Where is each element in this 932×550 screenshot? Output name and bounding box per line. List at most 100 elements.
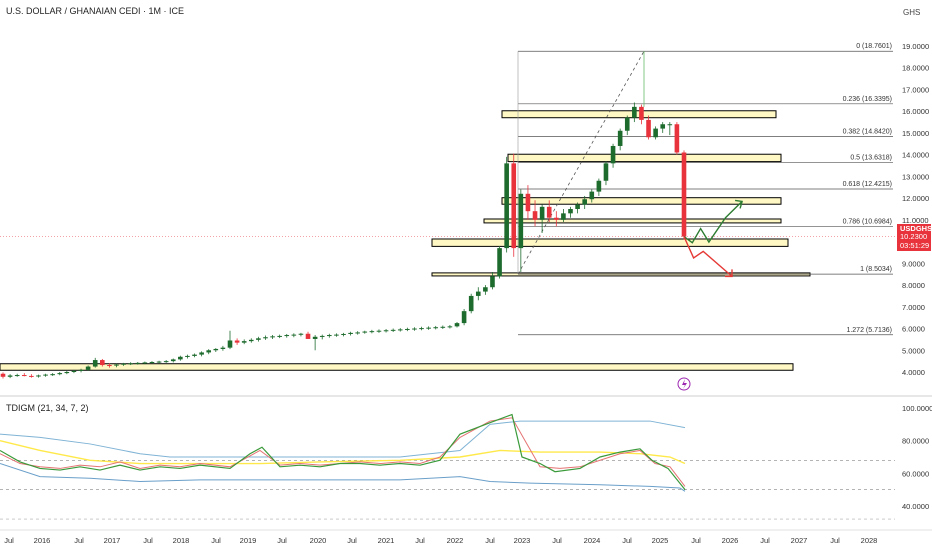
candle-body [511,163,517,249]
candle-body [348,332,353,334]
time-axis-tick: 2021 [378,536,395,545]
price-axis-tick: 13.0000 [902,172,929,181]
candle-body [312,336,318,339]
price-axis-tick: 19.0000 [902,42,929,51]
candle-body [461,311,467,324]
time-axis-tick: Jul [415,536,425,545]
candle-body [440,326,446,328]
candle-body [227,340,233,348]
bullish-projection-arrow [683,200,743,244]
candle-body [50,374,55,376]
price-countdown: 03:51:29 [900,241,930,250]
time-axis-tick: Jul [211,536,221,545]
candle-body [0,373,6,377]
time-axis-tick: 2019 [240,536,257,545]
candle-body [71,370,77,372]
indicator-title: TDIGM (21, 34, 7, 2) [6,403,89,413]
time-axis-tick: 2024 [584,536,601,545]
candle-body [135,362,141,364]
candle-body [14,375,20,377]
price-tag-price: 10.2300 03:51:29 [897,232,931,251]
price-axis-tick: 18.0000 [902,64,929,73]
support-resistance-zone [483,218,782,224]
candle-body [178,356,183,360]
bearish-arrow-head [725,269,733,278]
candle-body [454,323,460,327]
time-axis-tick: Jul [485,536,495,545]
support-resistance-zone [507,153,782,163]
candle-body [596,180,602,192]
candle-body [433,327,439,329]
candle-body [504,163,509,249]
time-axis-tick: Jul [4,536,14,545]
time-axis-tick: 2018 [173,536,190,545]
support-resistance-zone [501,110,777,119]
candle-body [121,363,126,365]
candle-body [397,329,403,331]
candle-body [554,217,559,220]
price-axis-tick: 11.0000 [902,216,929,225]
price-axis-tick: 4.0000 [902,368,925,377]
candle-body [305,333,311,339]
signal-line-yellow [0,439,686,465]
candle-body [653,128,658,138]
time-axis-tick: 2028 [861,536,878,545]
time-axis-tick: 2023 [514,536,531,545]
price-axis-tick: 5.0000 [902,346,925,355]
fib-level-label: 0.236 (16.3395) [843,96,892,103]
candle-body [277,335,282,337]
candle-body [170,359,176,362]
time-axis-tick: Jul [691,536,701,545]
candle-body [419,328,424,330]
candle-body [291,334,297,336]
time-axis-tick: 2026 [722,536,739,545]
time-axis-tick: Jul [760,536,770,545]
candle-body [241,341,247,343]
price-axis-tick: 8.0000 [902,281,925,290]
candle-body [518,193,524,249]
fib-level-label: 0.786 (10.6984) [843,218,892,225]
candle-body [412,328,417,330]
candle-body [284,335,290,337]
candle-body [475,291,481,296]
price-axis-tick: 12.0000 [902,194,929,203]
candle-body [603,163,609,181]
candle-body [85,366,91,370]
candle-body [234,340,240,343]
price-value: 10.2300 [900,232,928,241]
lightning-bolt-icon [682,379,687,389]
candle-body [405,328,410,330]
candle-body [667,124,673,126]
candle-body [256,338,261,340]
candle-body [390,329,396,331]
symbol-title: U.S. DOLLAR / GHANAIAN CEDI · 1M · ICE [6,6,185,16]
time-axis-tick: Jul [277,536,287,545]
candle-body [29,375,34,377]
candle-body [206,350,212,353]
candle-body [319,335,325,337]
fib-level-label: 0.382 (14.8420) [843,128,892,135]
support-resistance-zone [501,197,782,205]
fib-level-label: 0 (18.7601) [856,43,892,50]
candle-body [483,287,488,292]
price-axis-tick: 16.0000 [902,107,929,116]
price-axis-tick: 17.0000 [902,85,929,94]
candle-body [582,199,587,205]
time-axis-tick: Jul [143,536,153,545]
candle-body [369,331,375,333]
candle-body [334,334,339,336]
rsi-line [0,413,686,491]
price-tag: USDGHS [897,224,932,233]
candle-body [213,348,219,351]
time-axis-tick: Jul [552,536,562,545]
candle-body [199,352,204,355]
candle-body [156,361,162,363]
candle-body [575,204,580,209]
candle-body [64,372,70,374]
candle-body [617,130,623,146]
candle-body [362,331,368,333]
candle-body [632,106,637,118]
candle-body [426,327,431,329]
candle-body [561,213,566,220]
